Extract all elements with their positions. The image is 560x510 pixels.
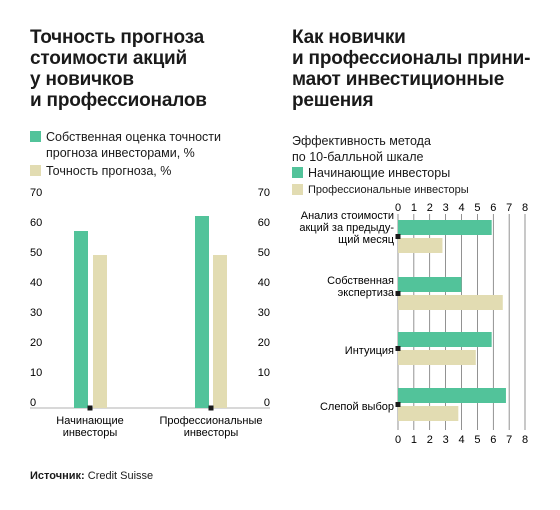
- y-tick-left: 40: [30, 277, 42, 289]
- bar-forecast-accuracy: [213, 255, 227, 408]
- legend-item-novice: Начинающие инвесторы: [292, 165, 450, 181]
- y-category-label: Интуиция: [345, 345, 394, 357]
- y-tick-left: 10: [30, 367, 42, 379]
- x-tick-top: 6: [490, 202, 496, 214]
- source-label: Источник:: [30, 470, 85, 482]
- bar-forecast-accuracy: [93, 255, 107, 408]
- accuracy-chart-title: Точность прогноза стоимости акций у нови…: [30, 27, 207, 111]
- x-tick-bottom: 5: [474, 434, 480, 446]
- y-tick-left: 0: [30, 397, 36, 409]
- bar-professional: [398, 350, 476, 365]
- legend-label-professional: Профессиональные инвесторы: [308, 184, 469, 196]
- legend-label-self-estimate: Собственная оценка точности прогноза инв…: [46, 130, 222, 160]
- x-tick-bottom: 4: [458, 434, 464, 446]
- legend-label-forecast-accuracy: Точность прогноза, %: [46, 164, 172, 178]
- y-tick-right: 40: [258, 277, 270, 289]
- y-tick-left: 30: [30, 307, 42, 319]
- bar-novice: [398, 220, 492, 235]
- category-marker: [395, 234, 401, 239]
- x-tick-bottom: 1: [411, 434, 417, 446]
- bar-novice: [398, 332, 492, 347]
- x-tick-top: 0: [395, 202, 401, 214]
- y-tick-left: 70: [30, 187, 42, 199]
- y-tick-right: 30: [258, 307, 270, 319]
- x-tick-top: 8: [522, 202, 528, 214]
- y-tick-right: 10: [258, 367, 270, 379]
- bar-professional: [398, 238, 443, 253]
- y-category-label: Слепой выбор: [320, 401, 394, 413]
- category-marker: [208, 405, 214, 411]
- y-tick-right: 60: [258, 217, 270, 229]
- category-marker: [87, 405, 93, 411]
- x-tick-bottom: 8: [522, 434, 528, 446]
- category-marker: [395, 402, 401, 407]
- legend-swatch-self-estimate: [30, 131, 41, 142]
- legend-item-forecast-accuracy: Точность прогноза, %: [30, 163, 171, 179]
- x-category-label: Начинающие инвесторы: [56, 415, 123, 439]
- y-tick-left: 50: [30, 247, 42, 259]
- y-category-label: Собственная экспертиза: [327, 275, 395, 299]
- x-tick-top: 2: [427, 202, 433, 214]
- x-category-label: Профессиональные инвесторы: [159, 415, 262, 439]
- bar-professional: [398, 406, 459, 421]
- x-tick-top: 1: [411, 202, 417, 214]
- x-tick-bottom: 3: [443, 434, 449, 446]
- y-tick-left: 60: [30, 217, 42, 229]
- legend-item-self-estimate: Собственная оценка точности прогноза инв…: [30, 129, 221, 161]
- methods-chart-title: Как новички и профессионалы прини- мают …: [292, 27, 531, 111]
- source-note: Источник: Credit Suisse: [30, 470, 153, 482]
- source-text: Credit Suisse: [84, 470, 154, 482]
- category-marker: [395, 291, 401, 296]
- x-tick-bottom: 0: [395, 434, 401, 446]
- x-tick-top: 5: [474, 202, 480, 214]
- bar-self-estimate: [195, 216, 209, 408]
- accuracy-chart-panel: Точность прогноза стоимости акций у нови…: [0, 0, 280, 460]
- x-tick-top: 7: [506, 202, 512, 214]
- methods-chart-subtitle: Эффективность метода по 10-балльной шкал…: [292, 134, 431, 164]
- bar-novice: [398, 388, 506, 403]
- legend-swatch-novice: [292, 167, 303, 178]
- y-tick-right: 0: [264, 397, 270, 409]
- bar-professional: [398, 295, 503, 310]
- y-tick-left: 20: [30, 337, 42, 349]
- y-category-label: Анализ стоимости акций за предыду-щий мес…: [299, 210, 394, 246]
- category-marker: [395, 346, 401, 351]
- legend-item-professional: Профессиональные инвесторы: [292, 182, 469, 198]
- y-tick-right: 50: [258, 247, 270, 259]
- accuracy-bar-chart: 0 0 10 10 20 20 30 30 40 40 50 50 60 60 70 70 Начинающие…: [30, 187, 270, 439]
- x-tick-bottom: 7: [506, 434, 512, 446]
- x-tick-top: 4: [458, 202, 464, 214]
- y-tick-right: 70: [258, 187, 270, 199]
- bar-self-estimate: [74, 231, 88, 408]
- methods-chart-panel: Как новички и профессионалы прини- мают …: [280, 0, 560, 460]
- x-tick-top: 3: [443, 202, 449, 214]
- legend-swatch-professional: [292, 184, 303, 195]
- x-tick-bottom: 2: [427, 434, 433, 446]
- y-tick-right: 20: [258, 337, 270, 349]
- legend-label-novice: Начинающие инвесторы: [308, 166, 451, 180]
- legend-swatch-forecast-accuracy: [30, 165, 41, 176]
- bar-novice: [398, 277, 462, 292]
- x-tick-bottom: 6: [490, 434, 496, 446]
